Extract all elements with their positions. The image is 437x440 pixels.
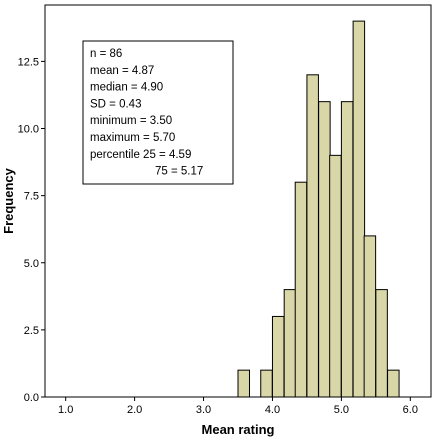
histogram-bar xyxy=(318,101,331,398)
x-tick-label: 4.0 xyxy=(265,404,280,416)
histogram-bar xyxy=(237,369,250,398)
y-axis-title: Frequency xyxy=(1,167,16,234)
y-tick-label: 10.0 xyxy=(18,124,39,136)
x-tick-label: 5.0 xyxy=(334,404,349,416)
y-tick-label: 2.5 xyxy=(24,325,39,337)
histogram-bar xyxy=(260,369,273,398)
histogram-bar xyxy=(329,154,342,398)
histogram-bar xyxy=(340,101,354,398)
stats-line: minimum = 3.50 xyxy=(90,115,172,127)
bars-layer xyxy=(237,20,400,398)
y-tick-label: 12.5 xyxy=(18,56,39,68)
stats-box-frame xyxy=(82,40,234,185)
stats-box: n = 86 mean = 4.87 median = 4.90 SD = 0.43 m… xyxy=(82,40,234,185)
histogram-bar xyxy=(294,181,308,398)
histogram-bar xyxy=(283,289,297,398)
ticks-layer: 1.0 2.0 3.0 4.0 5.0 6.0 0.0 2.5 5.0 7.5 10.0 12.5 xyxy=(18,56,418,416)
plot-frame xyxy=(44,4,432,398)
stats-line: 75 = 5.17 xyxy=(155,166,203,178)
histogram-bar xyxy=(363,235,377,398)
stats-line: maximum = 5.70 xyxy=(90,132,175,144)
y-tick-label: 7.5 xyxy=(24,191,39,203)
histogram-bar xyxy=(352,20,366,398)
x-tick-label: 2.0 xyxy=(127,404,142,416)
histogram-bar xyxy=(271,315,285,398)
x-tick-label: 6.0 xyxy=(403,404,418,416)
stats-line: mean = 4.87 xyxy=(90,65,154,77)
y-tick-label: 5.0 xyxy=(24,258,39,270)
stats-line: SD = 0.43 xyxy=(90,98,141,110)
histogram-bar xyxy=(387,369,400,398)
stats-line: percentile 25 = 4.59 xyxy=(90,149,191,161)
histogram-bar xyxy=(375,289,388,398)
x-tick-label: 1.0 xyxy=(58,404,73,416)
x-axis-title: Mean rating xyxy=(202,422,275,437)
histogram-bar xyxy=(306,74,319,398)
y-tick-label: 0.0 xyxy=(24,392,39,404)
x-tick-label: 3.0 xyxy=(196,404,211,416)
stats-line: n = 86 xyxy=(90,48,122,60)
stats-line: median = 4.90 xyxy=(90,82,163,94)
